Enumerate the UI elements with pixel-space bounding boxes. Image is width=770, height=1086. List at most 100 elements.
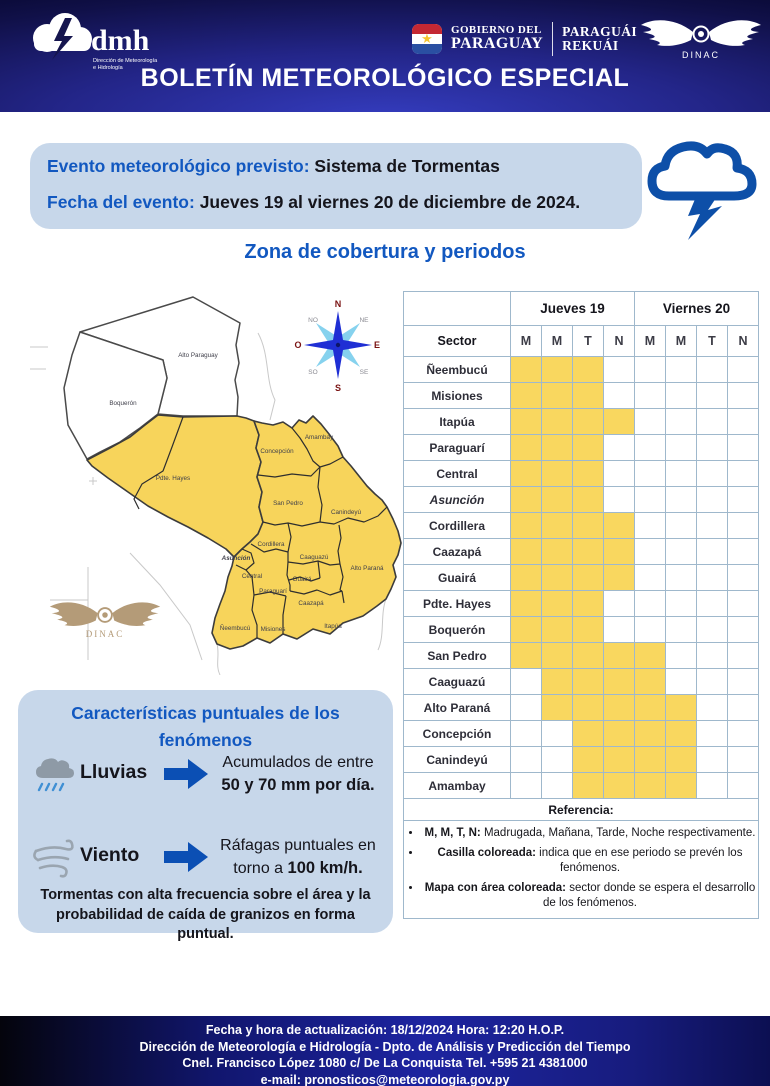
uncolored-departments [63, 296, 241, 460]
wind-description: Ráfagas puntuales en torno a 100 km/h. [210, 835, 386, 881]
coverage-cell-on [541, 694, 573, 721]
coverage-cell-on [603, 564, 635, 591]
dmh-logo: dmh Dirección de Meteorología e Hidrolog… [33, 13, 158, 71]
coverage-cell-off [634, 382, 666, 409]
coverage-cell-off [603, 486, 635, 513]
coverage-cell-on [634, 772, 666, 799]
sector-name: San Pedro [403, 642, 511, 669]
compass-ne: NE [359, 317, 369, 324]
coverage-cell-off [665, 642, 697, 669]
coverage-cell-off [696, 694, 728, 721]
period-header-6: T [696, 325, 728, 357]
table-row: Amambay [403, 772, 759, 799]
label-misiones: Misiones [261, 626, 286, 633]
coverage-cell-on [510, 486, 542, 513]
label-pdte-hayes: Pdte. Hayes [156, 475, 190, 482]
rain-desc-line2-bold: 50 y 70 mm por día. [221, 776, 375, 795]
eastern-region [211, 415, 402, 650]
sector-name: Alto Paraná [403, 694, 511, 721]
phenomena-characteristics-box: Características puntuales de los fenómen… [18, 690, 393, 942]
table-row: Canindeyú [403, 746, 759, 773]
sector-name: Caaguazú [403, 668, 511, 695]
coverage-cell-off [727, 590, 759, 617]
event-date-label: Fecha del evento: [47, 192, 195, 212]
compass-s: S [335, 383, 341, 393]
period-header-0: M [510, 325, 542, 357]
sector-name: Concepción [403, 720, 511, 747]
coverage-cell-off [696, 486, 728, 513]
coverage-cell-off [541, 746, 573, 773]
dept-boqueron [63, 331, 168, 460]
label-boqueron: Boquerón [109, 400, 137, 407]
coverage-cell-off [696, 720, 728, 747]
label-alto-paraguay: Alto Paraguay [178, 352, 218, 359]
day-header-jueves: Jueves 19 [510, 291, 635, 326]
label-amambay: Amambay [305, 434, 334, 441]
reference-bullets: M, M, T, N: Madrugada, Mañana, Tarde, No… [403, 820, 759, 919]
coverage-cell-on [603, 408, 635, 435]
coverage-cell-off [696, 564, 728, 591]
dmh-cloud-icon [33, 13, 92, 60]
label-caazapa: Caazapá [298, 600, 324, 607]
coverage-cell-off [603, 356, 635, 383]
compass-o: O [294, 340, 301, 350]
label-paraguari: Paraguarí [259, 588, 287, 595]
dmh-tagline-2: e Hidrología [93, 65, 124, 71]
dinac-watermark-label: DINAC [86, 629, 125, 639]
coverage-cell-on [603, 512, 635, 539]
coverage-cell-on [603, 720, 635, 747]
rain-row: Lluvias Acumulados de entre 50 y 70 mm p… [18, 752, 393, 804]
compass-n: N [335, 299, 342, 309]
right-arrow-icon [164, 842, 208, 872]
coverage-cell-off [665, 538, 697, 565]
coverage-cell-off [696, 668, 728, 695]
coverage-cell-off [696, 590, 728, 617]
coverage-cell-off [696, 746, 728, 773]
sector-name: Caazapá [403, 538, 511, 565]
coverage-cell-on [510, 538, 542, 565]
coverage-table-wrap: Jueves 19 Viernes 20 Sector M M T N M M T N Ñeembuc… [403, 291, 759, 919]
coverage-cell-off [603, 460, 635, 487]
coverage-cell-off [510, 668, 542, 695]
sector-name: Boquerón [403, 616, 511, 643]
coverage-cell-on [541, 460, 573, 487]
event-info-box: Evento meteorológico previsto: Sistema d… [30, 143, 642, 229]
coverage-cell-on [665, 772, 697, 799]
table-row: Pdte. Hayes [403, 590, 759, 617]
coverage-cell-off [634, 564, 666, 591]
header-banner: dmh Dirección de Meteorología e Hidrolog… [0, 0, 770, 112]
label-asuncion: Asunción [221, 555, 251, 562]
coverage-cell-on [572, 668, 604, 695]
event-date-value: Jueves 19 al viernes 20 de diciembre de … [199, 192, 581, 212]
coverage-cell-on [603, 694, 635, 721]
coverage-cell-on [541, 668, 573, 695]
gov-line-2: PARAGUAY [451, 35, 544, 53]
coverage-cell-off [696, 434, 728, 461]
coverage-cell-on [634, 720, 666, 747]
coverage-cell-off [665, 668, 697, 695]
coverage-cell-on [541, 616, 573, 643]
label-concepcion: Concepción [260, 448, 294, 455]
coverage-cell-off [727, 772, 759, 799]
coverage-cell-off [665, 512, 697, 539]
sector-column-header: Sector [403, 325, 511, 357]
coverage-cell-off [665, 434, 697, 461]
coverage-cell-off [727, 382, 759, 409]
dinac-watermark: DINAC [49, 602, 161, 639]
wind-desc-line2-normal: torno a [233, 860, 288, 878]
coverage-cell-on [510, 642, 542, 669]
sector-name: Itapúa [403, 408, 511, 435]
coverage-cell-off [665, 408, 697, 435]
table-row: Guairá [403, 564, 759, 591]
sector-name: Paraguarí [403, 434, 511, 461]
coverage-cell-off [727, 694, 759, 721]
wind-label: Viento [80, 844, 140, 866]
period-header-7: N [727, 325, 759, 357]
coverage-cell-off [727, 616, 759, 643]
table-row: Misiones [403, 382, 759, 409]
coverage-cell-off [696, 356, 728, 383]
gov-divider [552, 22, 554, 56]
event-label: Evento meteorológico previsto: [47, 156, 310, 176]
characteristics-title: Características puntuales de los fenómen… [18, 700, 393, 754]
sector-name: Ñeembucú [403, 356, 511, 383]
